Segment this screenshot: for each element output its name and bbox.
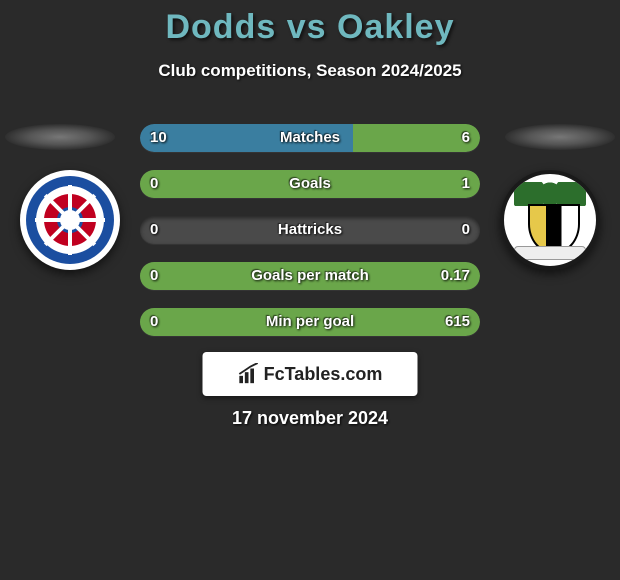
stat-row: 01Goals [140,170,480,198]
stat-label: Min per goal [140,308,480,336]
page-title: Dodds vs Oakley [0,0,620,47]
stat-label: Goals per match [140,262,480,290]
team-crest-right [500,170,600,270]
stat-row: 106Matches [140,124,480,152]
brand-text: FcTables.com [264,364,383,385]
stat-label: Hattricks [140,216,480,244]
stat-row: 00.17Goals per match [140,262,480,290]
laurel-icon [514,182,586,206]
stat-label: Goals [140,170,480,198]
crest-shadow-right [505,124,615,150]
team-crest-left [20,170,120,270]
brand-box: FcTables.com [203,352,418,396]
stat-row: 00Hattricks [140,216,480,244]
date-text: 17 november 2024 [0,408,620,429]
stat-bars: 106Matches 01Goals 00Hattricks 00.17Goals p… [140,124,480,354]
crest-shadow-left [5,124,115,150]
crest-banner [514,246,586,260]
ship-wheel-icon [44,194,96,246]
subtitle: Club competitions, Season 2024/2025 [0,61,620,81]
chart-icon [238,363,260,385]
stat-row: 0615Min per goal [140,308,480,336]
stat-label: Matches [140,124,480,152]
